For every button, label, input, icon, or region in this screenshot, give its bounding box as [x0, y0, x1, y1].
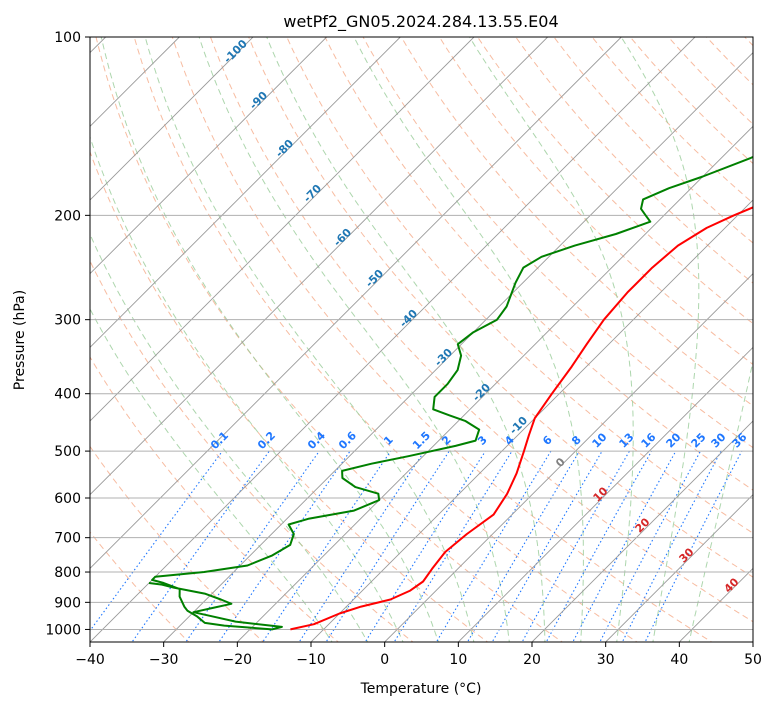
moist-adiabat-line — [90, 232, 369, 642]
isotherm-line — [90, 37, 475, 422]
y-tick-label: 600 — [54, 491, 81, 507]
mixing-ratio-line — [393, 450, 513, 642]
mixing-ratio-line — [621, 450, 722, 642]
dry-adiabat-line — [90, 150, 489, 642]
moist-adiabat-line — [198, 37, 510, 642]
dry-adiabat-line — [90, 259, 414, 642]
isotherm-line — [458, 346, 753, 642]
isotherm-line — [531, 420, 753, 642]
x-tick-label: 10 — [449, 652, 467, 668]
axes: −40 −30 −20 −10 0 10 20 30 40 50 100 200 300 400 500 60… — [45, 30, 762, 668]
isotherm-line — [90, 37, 696, 642]
x-tick-label: 0 — [380, 652, 389, 668]
x-tick-label: 40 — [670, 652, 688, 668]
isotherm-line — [163, 52, 753, 642]
mixing-ratio-line — [325, 450, 450, 642]
chart-title: wetPf2_GN05.2024.284.13.55.E04 — [283, 12, 558, 32]
x-axis-title: Temperature (°C) — [360, 681, 482, 697]
isotherm-line — [90, 37, 401, 348]
x-tick-label: −20 — [223, 652, 253, 668]
mixing-ratio-line — [298, 450, 425, 642]
isotherm-line — [90, 37, 622, 569]
y-tick-label: 200 — [54, 208, 81, 224]
y-tick-label: 1000 — [45, 622, 81, 638]
mixing-ratio-line — [185, 450, 320, 642]
y-tick-label: 900 — [54, 595, 81, 611]
y-tick-label: 100 — [54, 30, 81, 46]
y-tick-label: 700 — [54, 531, 81, 547]
isotherm-line — [90, 37, 327, 275]
moist-adiabat-line — [90, 308, 333, 642]
moist-adiabat-line — [468, 37, 634, 642]
x-tick-label: −30 — [149, 652, 179, 668]
x-tick-label: 20 — [523, 652, 541, 668]
x-tick-label: 50 — [744, 652, 762, 668]
mixing-ratio-line — [131, 450, 270, 642]
moist-adiabat-line — [688, 358, 753, 642]
temperature-profile-line — [290, 206, 753, 631]
moist-adiabat-line — [620, 37, 700, 642]
isotherm-line — [605, 494, 753, 642]
isotherm-line — [384, 273, 753, 642]
y-tick-label: 500 — [54, 444, 81, 460]
x-tick-label: 30 — [597, 652, 615, 668]
mixing-ratio-line — [466, 450, 580, 642]
y-tick-label: 400 — [54, 387, 81, 403]
mixing-ratio-line — [90, 450, 223, 632]
moist-adiabat-line — [353, 37, 584, 642]
isotherm-line — [90, 37, 254, 201]
y-tick-label: 300 — [54, 313, 81, 329]
isotherm-line — [237, 125, 753, 642]
x-tick-label: −40 — [75, 652, 105, 668]
plot-frame — [89, 36, 754, 643]
mixing-ratio-line — [262, 450, 392, 642]
background-lines — [90, 37, 753, 642]
isotherm-line — [310, 199, 753, 642]
y-axis-title: Pressure (hPa) — [12, 290, 28, 390]
mixing-ratio-line — [572, 450, 677, 642]
moist-adiabat-line — [144, 37, 475, 642]
mixing-ratio-line — [599, 450, 701, 642]
dewpoint-profile-line — [148, 155, 753, 631]
moist-adiabat-line — [90, 135, 404, 642]
moist-adiabat-line — [266, 37, 546, 642]
isotherm-line — [90, 37, 548, 496]
plot-background — [90, 37, 753, 642]
x-tick-label: −10 — [296, 652, 326, 668]
profile-series — [148, 155, 753, 631]
y-tick-label: 800 — [54, 565, 81, 581]
mixing-ratio-line — [364, 450, 486, 642]
